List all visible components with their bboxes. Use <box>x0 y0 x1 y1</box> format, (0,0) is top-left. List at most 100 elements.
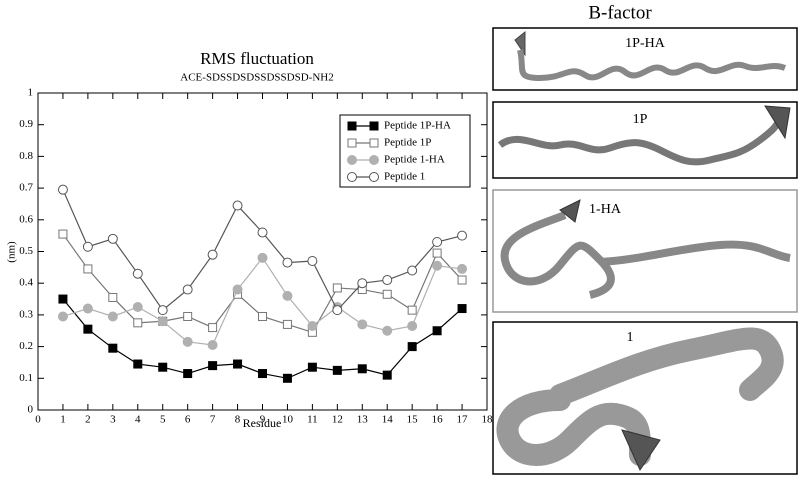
marker <box>132 301 143 312</box>
ribbon <box>500 211 791 299</box>
y-tick-label: 0.9 <box>19 118 33 130</box>
marker <box>133 318 143 328</box>
legend-marker <box>369 121 379 131</box>
marker <box>57 311 68 322</box>
x-tick-label: 18 <box>482 414 494 426</box>
legend-marker <box>369 155 379 165</box>
marker <box>233 359 243 369</box>
marker <box>407 305 417 315</box>
y-tick-label: 0.8 <box>19 150 33 162</box>
bfactor-panels <box>492 27 798 475</box>
marker <box>157 305 168 316</box>
x-tick-label: 17 <box>457 414 469 426</box>
marker <box>82 241 93 252</box>
series-line <box>62 298 463 379</box>
marker <box>307 320 318 331</box>
marker <box>332 305 343 316</box>
x-tick-label: 8 <box>235 414 241 426</box>
marker <box>57 184 68 195</box>
panel <box>492 101 798 179</box>
marker <box>457 275 467 285</box>
marker <box>257 227 268 238</box>
marker <box>332 365 342 375</box>
y-tick-label: 1 <box>28 87 34 99</box>
marker <box>132 268 143 279</box>
marker <box>182 336 193 347</box>
marker <box>407 265 418 276</box>
marker <box>282 290 293 301</box>
marker <box>382 325 393 336</box>
marker <box>108 292 118 302</box>
marker <box>382 289 392 299</box>
chart-title: RMS fluctuation <box>200 49 314 68</box>
marker <box>207 249 218 260</box>
panel <box>492 321 798 475</box>
marker <box>457 304 467 314</box>
legend-marker <box>347 121 357 131</box>
marker <box>107 311 118 322</box>
marker <box>58 294 68 304</box>
ribbon <box>517 49 787 82</box>
chart-subtitle: ACE-SDSSDSDSSDSSDSD-NH2 <box>180 72 333 84</box>
marker <box>307 362 317 372</box>
legend-label: Peptide 1 <box>384 171 425 183</box>
series-line <box>62 256 463 346</box>
marker <box>83 324 93 334</box>
marker <box>258 311 267 321</box>
marker <box>432 326 442 336</box>
y-tick-label: 0.4 <box>19 277 33 289</box>
x-tick-label: 9 <box>260 414 266 426</box>
x-tick-label: 10 <box>282 414 294 426</box>
legend-label: Peptide 1P <box>384 137 431 149</box>
panel-label: 1-HA <box>589 202 622 217</box>
marker <box>183 311 193 321</box>
x-tick-label: 16 <box>432 414 444 426</box>
x-axis-label: Residue <box>243 416 282 430</box>
marker <box>457 263 468 274</box>
marker <box>207 340 218 351</box>
x-tick-label: 6 <box>185 414 191 426</box>
marker <box>158 362 168 372</box>
marker <box>432 260 443 271</box>
legend-box <box>339 114 471 188</box>
ribbon <box>559 199 581 223</box>
marker <box>407 320 418 331</box>
x-tick-label: 13 <box>357 414 369 426</box>
panel <box>492 27 798 91</box>
y-tick-label: 0.3 <box>19 308 33 320</box>
x-tick-label: 1 <box>60 414 66 426</box>
panel-label: 1P-HA <box>625 36 666 51</box>
x-tick-label: 7 <box>210 414 216 426</box>
marker <box>157 316 168 327</box>
ribbon <box>621 429 661 472</box>
marker <box>282 319 292 329</box>
bfactor-title: B-factor <box>588 2 652 23</box>
y-tick-label: 0.1 <box>19 372 33 384</box>
x-tick-label: 5 <box>160 414 166 426</box>
x-tick-label: 14 <box>382 414 394 426</box>
marker <box>258 369 267 379</box>
x-tick-label: 15 <box>407 414 419 426</box>
y-tick-label: 0.7 <box>19 182 33 194</box>
marker <box>208 323 218 333</box>
ribbon <box>514 30 526 57</box>
marker <box>407 342 417 352</box>
marker <box>182 284 193 295</box>
ribbon <box>496 327 784 466</box>
legend-marker <box>347 155 357 165</box>
marker <box>232 200 243 211</box>
x-tick-label: 0 <box>35 414 41 426</box>
x-tick-label: 3 <box>110 414 116 426</box>
marker <box>282 257 293 268</box>
series-line <box>62 189 463 312</box>
marker <box>108 343 118 353</box>
marker <box>307 256 318 267</box>
legend-label: Peptide 1P-HA <box>384 120 451 132</box>
legend-marker <box>369 138 379 148</box>
marker <box>232 284 243 295</box>
marker <box>208 361 218 371</box>
marker <box>83 264 93 274</box>
x-tick-label: 11 <box>307 414 318 426</box>
panel-label: 1P <box>633 112 648 127</box>
